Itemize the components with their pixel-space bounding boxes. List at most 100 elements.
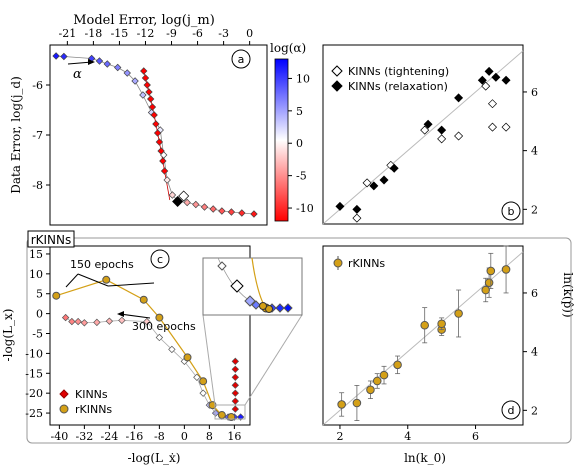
- panel-a-point: [250, 210, 258, 218]
- panel-c-kinns-point: [118, 316, 126, 325]
- panel-c-points: [52, 275, 245, 422]
- top-tick-label: -15: [111, 27, 129, 40]
- panel-c-kinns-point: [231, 357, 240, 366]
- panel-b-y-ticks: 6 4 2: [523, 86, 538, 216]
- relaxation-point: [352, 204, 362, 214]
- panel-c-kinns-point: [199, 389, 207, 397]
- inset-point: [251, 300, 261, 310]
- panel-d-point: [454, 309, 463, 318]
- legend-rkinns-label: rKINNs: [75, 403, 112, 416]
- panel-a-point: [95, 57, 104, 65]
- inset-point: [244, 295, 256, 307]
- zoom-connector-right: [244, 314, 303, 406]
- panel-c-rkinns-point: [199, 377, 208, 386]
- panel-a-point: [114, 63, 122, 72]
- panel-d-y-tick-label: 4: [531, 346, 538, 359]
- panel-c-label: c: [157, 253, 163, 266]
- panel-a-point: [227, 208, 236, 216]
- panel-d-x-ticks: 2 4 6: [336, 425, 479, 443]
- zoom-region: [214, 404, 246, 420]
- colorbar-gradient: [274, 58, 289, 222]
- tightening-point: [487, 99, 497, 109]
- panel-a-point: [163, 176, 171, 184]
- panel-c-kinns-point: [168, 345, 176, 354]
- panel-c-y-tick-label: -5: [32, 328, 43, 341]
- panel-c-y-tick-label: 10: [29, 268, 43, 281]
- panel-c-x-ticks: -40 -32 -24 -16 -8 0 8 16: [51, 425, 241, 443]
- panel-d-x-tick-label: 6: [472, 430, 479, 443]
- legend-kinns-marker: [59, 389, 69, 399]
- panel-a-point: [141, 74, 150, 82]
- colorbar-tick-label: 10: [296, 72, 310, 85]
- panel-a-point: [200, 203, 209, 211]
- panel-a-point: [159, 157, 167, 165]
- panel-b-y-tick-label: 4: [531, 145, 538, 158]
- colorbar-tick-label: -10: [296, 202, 314, 215]
- panel-c-kinns-point: [231, 389, 240, 397]
- panel-a-point: [160, 167, 169, 175]
- panel-a-point: [152, 120, 160, 128]
- relaxation-point: [501, 75, 511, 85]
- zoom-connector-left: [202, 314, 216, 406]
- panel-a-point: [218, 207, 226, 215]
- relaxation-point: [423, 119, 433, 129]
- legend-relaxation-label: KINNs (relaxation): [348, 80, 448, 93]
- panel-a-point: [192, 200, 200, 209]
- colorbar-tick-label: -5: [296, 170, 307, 183]
- panel-d-point: [372, 376, 382, 386]
- annotation-300-arrow: [119, 313, 151, 319]
- panel-a-label-circle: [231, 49, 251, 69]
- panel-c-x-tick-label: 0: [181, 430, 188, 443]
- panel-d-y-tick-label: 6: [531, 287, 538, 300]
- panel-b-points: [335, 66, 511, 223]
- panel-c-y-tick-label: -25: [25, 407, 43, 420]
- panel-d-label-circle: [501, 400, 521, 420]
- panel-c-kinns-point: [231, 405, 240, 413]
- panel-c-x-tick-label: -40: [51, 430, 69, 443]
- rkinns-title-box: [27, 230, 75, 248]
- panel-a-point: [145, 88, 153, 96]
- panel-c-x-tick-label: -16: [126, 430, 144, 443]
- panel-a-highlight-point: [178, 190, 190, 202]
- panel-d-point: [420, 320, 429, 330]
- panel-d-point: [352, 398, 362, 408]
- inset-point: [259, 302, 267, 310]
- tightening-point: [487, 122, 497, 132]
- right-ylabel: ln(k(p̂)): [561, 272, 575, 317]
- top-tick-label: -12: [137, 27, 155, 40]
- annotation-150-arrow-1: [65, 273, 79, 288]
- colorbar: log(α) 10 5 0 -5 -10: [270, 41, 314, 222]
- panel-d-y-tick-label: 2: [531, 404, 538, 417]
- panel-b-identity-line: [322, 50, 524, 225]
- legend-rkinns-d-label: rKINNs: [348, 257, 385, 270]
- panel-b-y-tick-label: 6: [531, 86, 538, 99]
- top-tick-label: -18: [85, 27, 103, 40]
- tightening-point: [481, 81, 491, 91]
- tightening-point: [501, 122, 511, 132]
- panel-c-kinns-point: [231, 373, 240, 381]
- panel-a-point: [157, 147, 165, 155]
- panel-a-top-ticks: -21 -18 -15 -12 -9 -6 -3 0: [59, 27, 253, 45]
- panel-c-kinns-point: [231, 397, 240, 405]
- bottom-group-box: [26, 237, 572, 444]
- alpha-arrow-head: [88, 59, 95, 65]
- panel-c-kinns-point: [143, 317, 151, 326]
- inset-point: [217, 261, 227, 271]
- panel-c-kinns-point: [105, 317, 114, 325]
- panel-a-point: [148, 103, 157, 111]
- panel-d-label: d: [508, 404, 515, 417]
- panel-a-point: [153, 129, 162, 137]
- panel-a-point: [60, 52, 68, 61]
- panel-c-kinns-point: [93, 318, 101, 327]
- panel-c-kinns-point: [74, 317, 82, 326]
- panel-a-point: [140, 67, 148, 75]
- panel-c-kinns-point: [231, 381, 240, 389]
- legend-rkinns-marker: [59, 404, 69, 414]
- colorbar-tick-label: 0: [296, 137, 303, 150]
- panel-a-top-xlabel: Model Error, log(j_m): [73, 13, 215, 28]
- inset-point: [230, 279, 244, 293]
- tightening-point: [352, 213, 362, 223]
- panel-d-points: [337, 245, 511, 421]
- panel-b: 6 4 2 KINNs (tightening) KINNs (relaxation…: [322, 44, 538, 225]
- top-tick-label: -21: [59, 27, 77, 40]
